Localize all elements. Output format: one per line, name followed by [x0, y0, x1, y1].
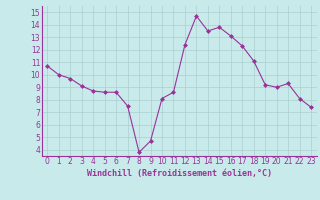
- X-axis label: Windchill (Refroidissement éolien,°C): Windchill (Refroidissement éolien,°C): [87, 169, 272, 178]
